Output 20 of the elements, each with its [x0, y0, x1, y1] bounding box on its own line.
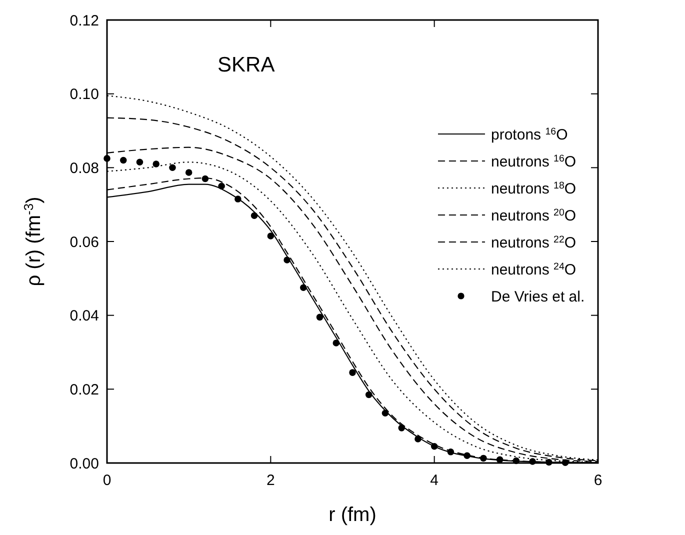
legend-label: neutrons $^{16}$O — [491, 152, 576, 170]
y-tick-label: 0.12 — [70, 12, 99, 30]
y-tick-label: 0.06 — [70, 234, 99, 251]
y-tick-label: 0.10 — [70, 86, 99, 104]
x-tick-label: 4 — [430, 472, 439, 489]
y-tick-label: 0.00 — [70, 455, 99, 472]
legend-label: neutrons $^{24}$O — [491, 260, 576, 278]
legend-label: neutrons $^{22}$O — [491, 234, 576, 252]
x-tick-label: 0 — [102, 472, 112, 489]
x-axis-title: r (fm) — [328, 504, 376, 526]
y-tick-label: 0.02 — [70, 381, 99, 398]
x-tick-label: 6 — [594, 472, 602, 489]
legend-label: neutrons $^{18}$O — [491, 180, 576, 198]
y-tick-label: 0.08 — [70, 160, 99, 177]
legend-label: De Vries et al. — [491, 288, 585, 306]
legend-label: neutrons $^{20}$O — [491, 206, 576, 224]
y-tick-label: 0.04 — [70, 308, 99, 325]
x-tick-label: 2 — [266, 472, 275, 489]
text: SKRA — [218, 54, 275, 77]
legend-label: protons $^{16}$O — [491, 126, 568, 144]
